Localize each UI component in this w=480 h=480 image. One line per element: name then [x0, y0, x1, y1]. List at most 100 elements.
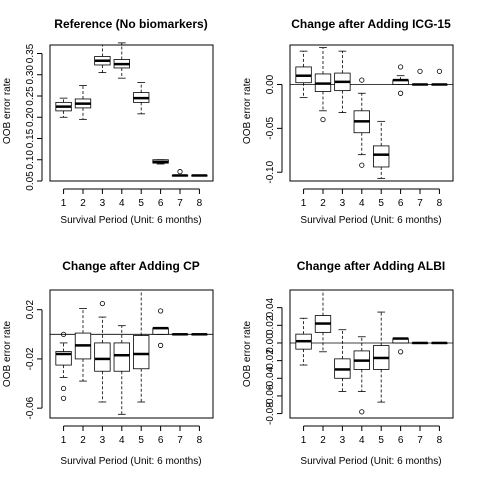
y-tick-label: 0.02 — [265, 315, 276, 335]
box-iqr — [94, 342, 111, 372]
y-tick-label: 0.10 — [25, 150, 36, 170]
x-tick-label: 7 — [417, 435, 423, 446]
outlier-point — [398, 64, 404, 70]
box-5 — [133, 82, 150, 115]
chart-title: Change after Adding ICG-15 — [291, 17, 451, 31]
box-2 — [74, 308, 92, 382]
x-tick-label: 5 — [138, 198, 144, 209]
y-tick-label: 0.25 — [25, 86, 36, 106]
y-axis-label: OOB error rate — [2, 78, 13, 145]
y-tick-label: 0.00 — [265, 74, 276, 94]
box-2 — [314, 47, 332, 123]
plot-frame — [49, 44, 214, 182]
chart-title: Reference (No biomarkers) — [54, 17, 207, 31]
x-tick-label: 7 — [177, 198, 183, 209]
x-tick-label: 8 — [197, 198, 203, 209]
y-tick-label: -0.06 — [265, 384, 276, 407]
x-tick-label: 2 — [320, 435, 326, 446]
box-3 — [334, 50, 351, 113]
outlier-point — [436, 68, 443, 74]
x-tick-label: 1 — [301, 198, 307, 209]
box-1 — [55, 97, 72, 118]
box-8 — [431, 68, 448, 86]
box-6 — [392, 64, 409, 96]
y-tick-label: 0.04 — [265, 297, 276, 317]
chart-panel-4: Change after Adding ALBI Survival Period … — [242, 259, 454, 467]
box-5 — [133, 289, 150, 403]
plot-frame — [289, 44, 454, 182]
box-6 — [152, 159, 169, 165]
x-tick-label: 1 — [61, 435, 67, 446]
box-2 — [314, 289, 332, 353]
x-tick-label: 5 — [378, 198, 384, 209]
y-tick-label: -0.04 — [265, 366, 276, 389]
plot-frame — [289, 289, 454, 419]
box-7 — [411, 68, 429, 86]
box-1 — [55, 331, 72, 401]
y-axis-label: OOB error rate — [2, 321, 13, 388]
box-3 — [94, 300, 111, 403]
y-tick-label: 0.35 — [25, 43, 36, 63]
y-tick-label: -0.08 — [265, 402, 276, 425]
outlier-point — [177, 169, 183, 175]
x-tick-label: 4 — [359, 198, 365, 209]
y-tick-label: 0.20 — [25, 107, 36, 127]
box-7 — [171, 333, 189, 336]
box-1 — [295, 50, 312, 99]
box-1 — [295, 317, 312, 366]
x-tick-label: 6 — [398, 435, 404, 446]
x-tick-label: 3 — [100, 198, 106, 209]
x-tick-label: 8 — [437, 198, 443, 209]
x-tick-label: 3 — [340, 198, 346, 209]
chart-title: Change after Adding CP — [62, 259, 200, 273]
box-iqr — [113, 342, 130, 372]
x-tick-label: 3 — [340, 435, 346, 446]
x-tick-label: 5 — [138, 435, 144, 446]
y-tick-label: -0.05 — [265, 117, 276, 140]
y-tick-label: 0.15 — [25, 128, 36, 148]
y-axis-label: OOB error rate — [242, 321, 253, 388]
box-4 — [113, 42, 130, 79]
x-tick-label: 7 — [417, 198, 423, 209]
outlier-point — [398, 90, 404, 96]
box-4 — [113, 325, 130, 415]
x-tick-label: 2 — [80, 435, 86, 446]
box-8 — [191, 333, 208, 336]
y-tick-label: -0.02 — [25, 347, 36, 370]
box-3 — [334, 329, 351, 392]
y-tick-label: 0.05 — [25, 171, 36, 191]
outlier-point — [398, 349, 404, 355]
x-axis-label: Survival Period (Unit: 6 months) — [300, 456, 441, 467]
x-tick-label: 2 — [320, 198, 326, 209]
box-7 — [171, 169, 189, 177]
y-tick-label: -0.06 — [25, 396, 36, 419]
x-tick-label: 1 — [301, 435, 307, 446]
x-tick-label: 7 — [177, 435, 183, 446]
box-3 — [94, 44, 111, 74]
outlier-point — [320, 116, 326, 123]
box-5 — [373, 120, 390, 179]
box-8 — [191, 174, 208, 177]
y-tick-label: -0.10 — [265, 160, 276, 183]
box-4 — [353, 77, 370, 168]
box-8 — [431, 341, 448, 345]
x-axis-label: Survival Period (Unit: 6 months) — [60, 215, 201, 226]
box-7 — [411, 341, 429, 345]
outlier-point — [359, 162, 365, 168]
outlier-point — [359, 409, 365, 415]
chart-panel-3: Change after Adding CP Survival Period (U… — [2, 259, 214, 467]
x-tick-label: 6 — [158, 198, 164, 209]
x-tick-label: 1 — [61, 198, 67, 209]
x-tick-label: 5 — [378, 435, 384, 446]
x-tick-label: 3 — [100, 435, 106, 446]
box-6 — [152, 308, 169, 348]
outlier-point — [359, 77, 365, 83]
y-tick-label: 0.00 — [265, 333, 276, 353]
box-iqr — [133, 335, 150, 370]
box-2 — [74, 84, 92, 120]
y-tick-label: 0.30 — [25, 65, 36, 85]
x-tick-label: 4 — [119, 435, 125, 446]
outlier-point — [60, 385, 67, 392]
y-tick-label: 0.02 — [25, 300, 36, 320]
